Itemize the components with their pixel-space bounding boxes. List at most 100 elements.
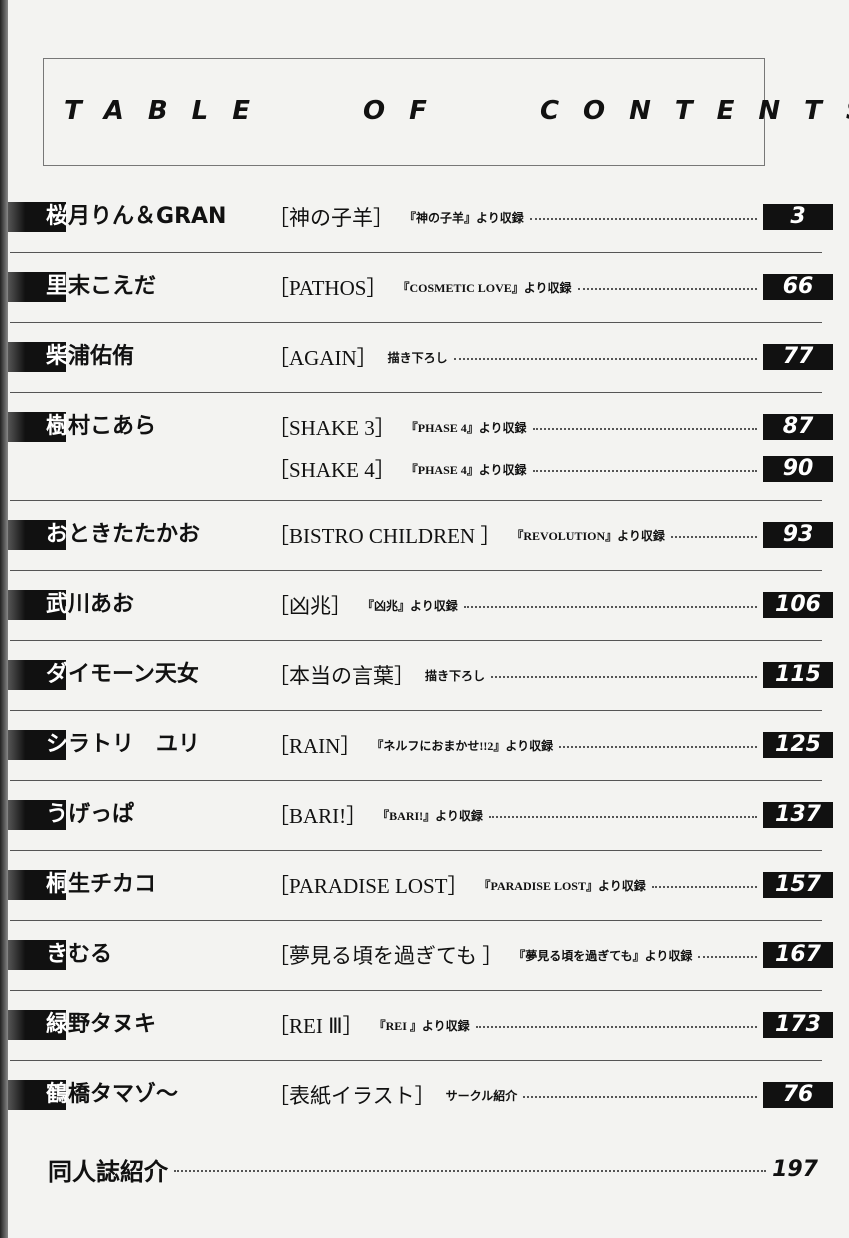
work-title: ［神の子羊］ <box>268 206 394 230</box>
page-number: 76 <box>763 1082 833 1108</box>
leader <box>532 428 757 430</box>
author-tab <box>8 272 66 302</box>
work-note: 描き下ろし <box>425 668 486 683</box>
work-note: サークル紹介 <box>445 1088 518 1103</box>
page-number: 115 <box>763 662 833 688</box>
work-title: ［RAIN］ <box>268 734 362 758</box>
footer-row: 同人誌紹介 197 <box>48 1154 818 1186</box>
work-note: 『PHASE 4』より収録 <box>405 420 527 435</box>
separator <box>10 322 822 323</box>
work-row: ［表紙イラスト］ サークル紹介 76 <box>268 1081 833 1109</box>
author: 緑野タヌキ <box>46 1012 157 1037</box>
author: おときたたかお <box>46 522 201 547</box>
page-number: 167 <box>763 942 833 968</box>
work-title: ［REI Ⅲ］ <box>268 1014 364 1038</box>
work-row: ［SHAKE 4］ 『PHASE 4』より収録 90 <box>268 455 833 483</box>
leader <box>475 1026 757 1028</box>
separator <box>10 640 822 641</box>
footer-label: 同人誌紹介 <box>48 1157 168 1186</box>
page-number: 125 <box>763 732 833 758</box>
work-row: ［夢見る頃を過ぎても ］ 『夢見る頃を過ぎても』より収録 167 <box>268 941 833 969</box>
author: きむる <box>46 942 113 967</box>
work-title: ［SHAKE 4］ <box>268 458 396 482</box>
separator <box>10 710 822 711</box>
author: うげっぱ <box>46 802 135 827</box>
work-note: 『COSMETIC LOVE』より収録 <box>397 280 572 295</box>
work-note: 『神の子羊』より収録 <box>404 210 524 225</box>
author: 柴浦佑侑 <box>46 344 135 369</box>
author: 桜月りん＆GRAN <box>46 204 227 229</box>
work-title: ［夢見る頃を過ぎても ］ <box>268 944 504 968</box>
work-row: ［神の子羊］ 『神の子羊』より収録 3 <box>268 203 833 231</box>
author-tab <box>8 800 66 830</box>
leader <box>453 358 757 360</box>
author-tab <box>8 590 66 620</box>
page-number: 77 <box>763 344 833 370</box>
work-title: ［BARI!］ <box>268 804 368 828</box>
page-number: 66 <box>763 274 833 300</box>
page-number: 90 <box>763 456 833 482</box>
leader <box>491 676 757 678</box>
author: 鶴橋タマゾ～ <box>46 1082 179 1107</box>
leader <box>529 218 757 220</box>
leader <box>174 1170 767 1172</box>
leader <box>651 886 757 888</box>
work-title: ［SHAKE 3］ <box>268 416 396 440</box>
work-row: ［SHAKE 3］ 『PHASE 4』より収録 87 <box>268 413 833 441</box>
leader <box>523 1096 757 1098</box>
author: 樹村こあら <box>46 414 157 439</box>
author: シラトリ ユリ <box>46 732 201 757</box>
separator <box>10 780 822 781</box>
footer-page: 197 <box>772 1156 818 1182</box>
author-tab <box>8 202 66 232</box>
work-row: ［AGAIN］ 描き下ろし 77 <box>268 343 833 371</box>
work-row: ［凶兆］ 『凶兆』より収録 106 <box>268 591 833 619</box>
title: TABLE OF CONTENTS <box>64 96 849 126</box>
work-row: ［PATHOS］ 『COSMETIC LOVE』より収録 66 <box>268 273 833 301</box>
leader <box>577 288 757 290</box>
leader <box>463 606 757 608</box>
page-number: 93 <box>763 522 833 548</box>
work-row: ［RAIN］ 『ネルフにおまかせ!!2』より収録 125 <box>268 731 833 759</box>
work-title: ［PATHOS］ <box>268 276 388 300</box>
work-note: 『REVOLUTION』より収録 <box>511 528 665 543</box>
leader <box>670 536 757 538</box>
page-number: 3 <box>763 204 833 230</box>
title-frame <box>43 58 765 166</box>
separator <box>10 1060 822 1061</box>
work-title: ［BISTRO CHILDREN ］ <box>268 524 502 548</box>
separator <box>10 392 822 393</box>
leader <box>488 816 757 818</box>
work-row: ［PARADISE LOST］ 『PARADISE LOST』より収録 157 <box>268 871 833 899</box>
author: 里末こえだ <box>46 274 157 299</box>
work-title: ［AGAIN］ <box>268 346 378 370</box>
binding-edge <box>0 0 8 1238</box>
author-tab <box>8 520 66 550</box>
author-tab <box>8 660 66 690</box>
separator <box>10 500 822 501</box>
work-note: 『BARI!』より収録 <box>377 808 483 823</box>
work-note: 『凶兆』より収録 <box>362 598 458 613</box>
page-number: 173 <box>763 1012 833 1038</box>
page-number: 157 <box>763 872 833 898</box>
author: ダイモーン天女 <box>46 662 199 687</box>
work-note: 描き下ろし <box>387 350 448 365</box>
leader <box>532 470 757 472</box>
work-title: ［PARADISE LOST］ <box>268 874 469 898</box>
work-row: ［本当の言葉］ 描き下ろし 115 <box>268 661 833 689</box>
work-note: 『夢見る頃を過ぎても』より収録 <box>513 948 693 963</box>
work-note: 『REI 』より収録 <box>373 1018 470 1033</box>
author-tab <box>8 870 66 900</box>
work-title: ［本当の言葉］ <box>268 664 415 688</box>
page-number: 137 <box>763 802 833 828</box>
author-tab <box>8 1080 66 1110</box>
leader <box>559 746 757 748</box>
work-row: ［BARI!］ 『BARI!』より収録 137 <box>268 801 833 829</box>
separator <box>10 920 822 921</box>
author: 武川あお <box>46 592 135 617</box>
work-row: ［BISTRO CHILDREN ］ 『REVOLUTION』より収録 93 <box>268 521 833 549</box>
work-row: ［REI Ⅲ］ 『REI 』より収録 173 <box>268 1011 833 1039</box>
author-tab <box>8 1010 66 1040</box>
work-title: ［表紙イラスト］ <box>268 1084 436 1108</box>
